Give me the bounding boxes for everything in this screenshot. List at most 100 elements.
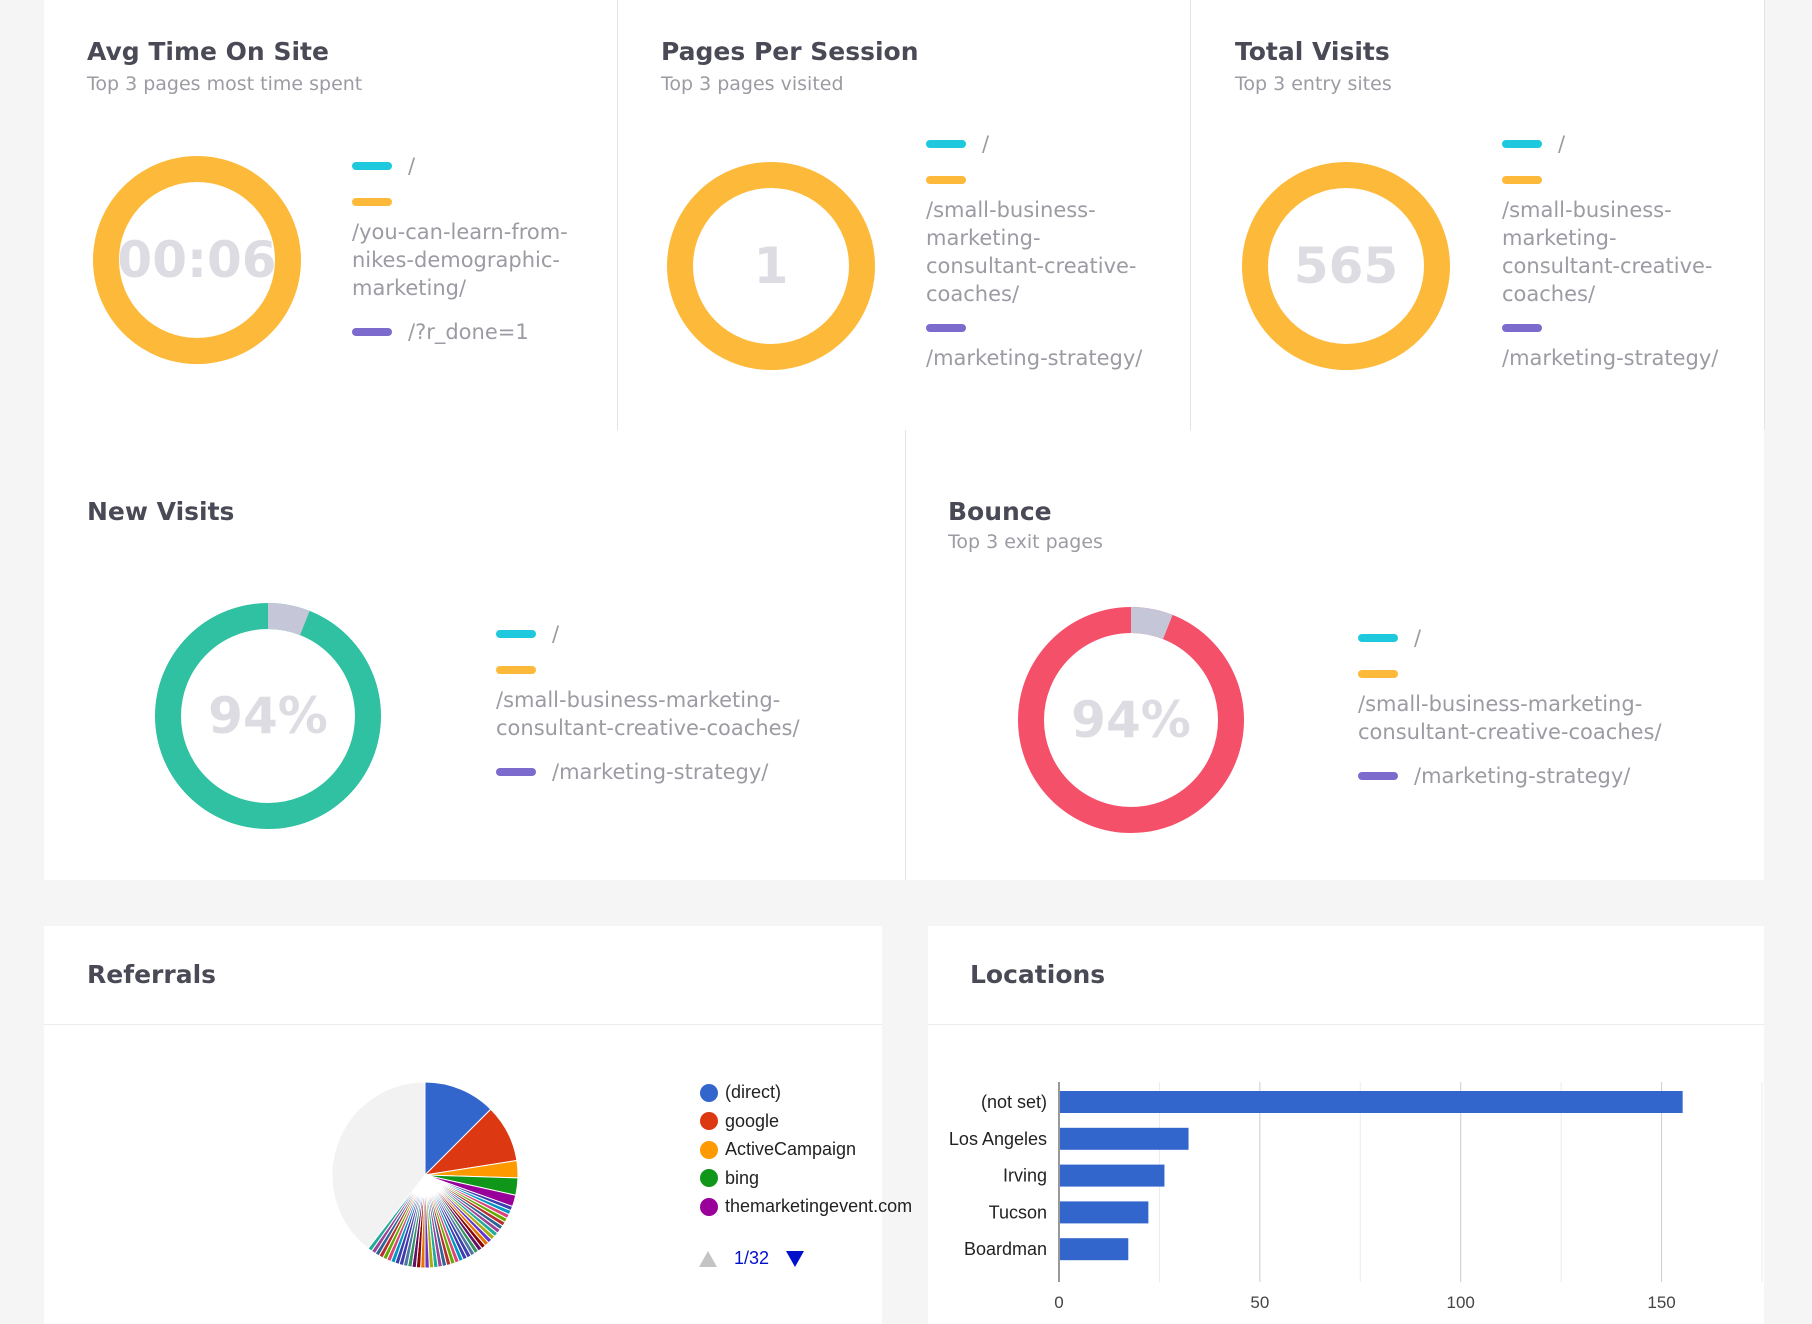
legend-label: /marketing-strategy/: [1414, 764, 1631, 788]
legend-item: /marketing-strategy/: [926, 324, 1166, 372]
legend-swatch: [926, 324, 966, 332]
legend-label: /small-business- marketing- consultant-c…: [926, 198, 1137, 306]
bar[interactable]: [1060, 1164, 1165, 1187]
category-label: Tucson: [989, 1202, 1047, 1222]
legend-item: /you-can-learn-from- nikes-demographic- …: [352, 198, 592, 302]
total-visits-legend: / /small-business- marketing- consultant…: [1502, 130, 1742, 372]
avg-time-subtitle: Top 3 pages most time spent: [87, 73, 363, 95]
category-label: Los Angeles: [949, 1129, 1047, 1149]
legend-swatch: [496, 768, 536, 776]
referral-legend-item[interactable]: themarketingevent.com: [700, 1196, 912, 1217]
legend-item: /small-business-marketing- consultant-cr…: [1358, 670, 1738, 746]
legend-label: bing: [725, 1167, 760, 1188]
legend-label: /: [1414, 626, 1422, 650]
pages-per-session-value: 1: [753, 237, 789, 295]
avg-time-legend: / /you-can-learn-from- nikes-demographic…: [352, 152, 592, 346]
legend-swatch: [1502, 140, 1542, 148]
pages-per-session-title: Pages Per Session: [661, 37, 919, 66]
legend-swatch: [496, 630, 536, 638]
legend-swatch: [1502, 324, 1542, 332]
bar[interactable]: [1060, 1091, 1683, 1113]
avg-time-title: Avg Time On Site: [87, 37, 329, 66]
x-tick-label: 50: [1250, 1293, 1269, 1312]
total-visits-title: Total Visits: [1235, 37, 1390, 66]
legend-swatch: [1358, 634, 1398, 642]
bounce-subtitle: Top 3 exit pages: [948, 531, 1103, 553]
legend-label: /small-business-marketing- consultant-cr…: [496, 688, 800, 740]
category-label: (not set): [981, 1092, 1047, 1112]
legend-swatch: [496, 666, 536, 674]
x-tick-label: 100: [1447, 1293, 1475, 1312]
legend-label: google: [725, 1110, 780, 1131]
divider: [1764, 0, 1765, 430]
legend-label: ActiveCampaign: [725, 1139, 857, 1159]
divider: [617, 0, 618, 430]
legend-dot: [700, 1140, 718, 1159]
referral-legend-item[interactable]: google: [700, 1111, 779, 1132]
legend-label: (direct): [725, 1082, 782, 1102]
bounce-legend: / /small-business-marketing- consultant-…: [1358, 624, 1738, 790]
total-visits-subtitle: Top 3 entry sites: [1235, 73, 1392, 95]
legend-label: /: [1558, 132, 1566, 156]
locations-bar-chart: 0 50 100 150 (not set) Los Angeles Irving Tucso…: [949, 1082, 1763, 1312]
legend-item: /small-business- marketing- consultant-c…: [926, 176, 1166, 308]
legend-item: /marketing-strategy/: [1502, 324, 1742, 372]
legend-label: /: [982, 132, 990, 156]
legend-dot: [700, 1112, 718, 1130]
legend-label: /marketing-strategy/: [1502, 346, 1719, 370]
x-tick-label: 150: [1647, 1293, 1675, 1312]
divider: [905, 430, 906, 880]
referral-legend-item[interactable]: bing: [700, 1168, 759, 1189]
legend-swatch: [352, 162, 392, 170]
referrals-pie-chart: [331, 1081, 519, 1269]
legend-label: /?r_done=1: [408, 320, 529, 344]
pages-per-session-donut: 1: [667, 162, 875, 370]
referrals-title: Referrals: [87, 960, 217, 989]
bar[interactable]: [1060, 1201, 1149, 1224]
pie-slice[interactable]: [424, 1081, 492, 1177]
pages-per-session-legend: / /small-business- marketing- consultant…: [926, 130, 1166, 372]
legend-item: /: [496, 620, 876, 648]
legend-item: /: [926, 130, 1166, 158]
legend-item: /: [352, 152, 592, 180]
bar[interactable]: [1060, 1127, 1189, 1150]
legend-dot: [700, 1197, 718, 1216]
legend-item: /marketing-strategy/: [496, 758, 876, 786]
bar[interactable]: [1060, 1238, 1129, 1261]
avg-time-value: 00:06: [117, 231, 277, 289]
pager-next-icon[interactable]: [785, 1249, 805, 1269]
referral-legend-item[interactable]: ActiveCampaign: [700, 1139, 856, 1160]
referrals-pager: 1/32: [698, 1248, 805, 1269]
legend-swatch: [352, 198, 392, 206]
new-visits-donut: 94%: [155, 603, 381, 829]
legend-item: /small-business- marketing- consultant-c…: [1502, 176, 1742, 308]
referrals-header-divider: [44, 1024, 882, 1025]
bounce-donut: 94%: [1018, 607, 1244, 833]
legend-item: /marketing-strategy/: [1358, 762, 1738, 790]
legend-swatch: [926, 176, 966, 184]
legend-item: /: [1358, 624, 1738, 652]
legend-item: /small-business-marketing- consultant-cr…: [496, 666, 876, 742]
legend-swatch: [1358, 670, 1398, 678]
legend-dot: [700, 1169, 718, 1187]
legend-label: /small-business- marketing- consultant-c…: [1502, 198, 1713, 306]
legend-label: /: [408, 154, 416, 178]
total-visits-value: 565: [1293, 237, 1399, 295]
total-visits-donut: 565: [1242, 162, 1450, 370]
legend-swatch: [1358, 772, 1398, 780]
referral-legend-item[interactable]: (direct): [700, 1082, 781, 1103]
legend-dot: [700, 1083, 718, 1102]
new-visits-title: New Visits: [87, 497, 235, 526]
legend-label: /marketing-strategy/: [926, 346, 1143, 370]
bounce-title: Bounce: [948, 497, 1052, 526]
pager-prev-icon[interactable]: [698, 1249, 718, 1269]
pager-label: 1/32: [734, 1248, 770, 1268]
category-label: Irving: [1003, 1166, 1047, 1186]
bounce-value: 94%: [1071, 691, 1191, 749]
locations-title: Locations: [970, 960, 1106, 989]
pie-slice-other[interactable]: [331, 1081, 426, 1250]
pages-per-session-subtitle: Top 3 pages visited: [661, 73, 844, 95]
legend-label: /you-can-learn-from- nikes-demographic- …: [352, 220, 568, 300]
legend-item: /?r_done=1: [352, 318, 592, 346]
legend-label: /marketing-strategy/: [552, 760, 769, 784]
